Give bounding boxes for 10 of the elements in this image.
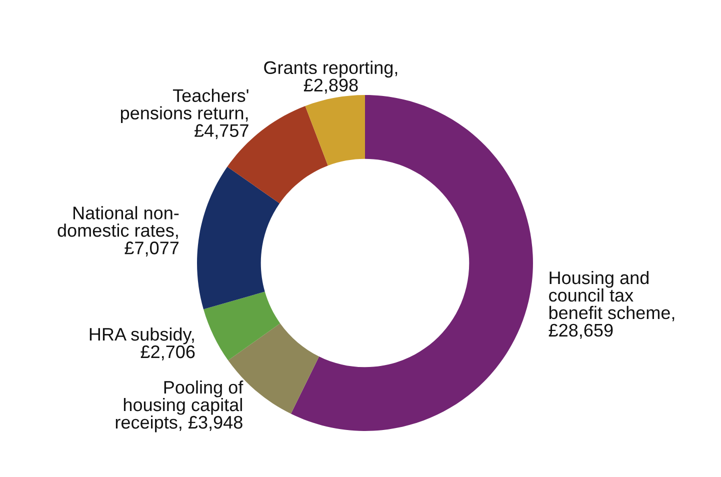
- slice-label: Housing and council tax benefit scheme, £28,659: [548, 270, 674, 339]
- slice-label: Teachers' pensions return, £4,757: [120, 88, 248, 140]
- slice-label: HRA subsidy, £2,706: [90, 327, 195, 360]
- slice-label: Grants reporting, £2,898: [264, 60, 398, 94]
- slice-label: National non- domestic rates, £7,077: [58, 206, 179, 256]
- donut-slice: [203, 292, 280, 360]
- slice-label: Pooling of housing capital receipts, £3,948: [116, 380, 244, 432]
- donut-slice: [197, 166, 280, 310]
- donut-slice: [305, 95, 365, 166]
- donut-slice: [290, 95, 533, 431]
